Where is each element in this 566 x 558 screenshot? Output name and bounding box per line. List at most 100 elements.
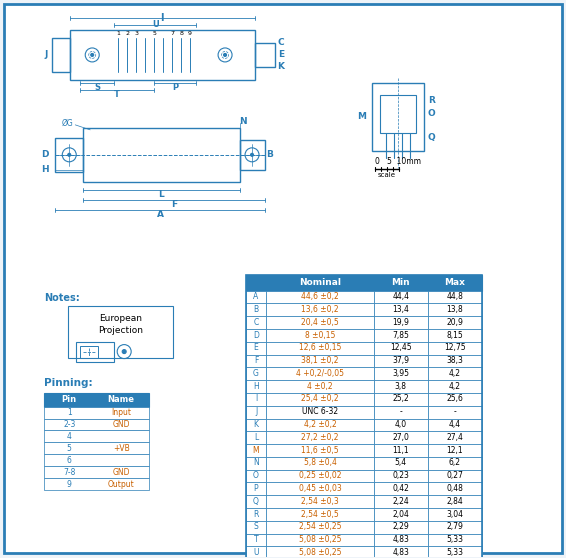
- Text: N: N: [253, 458, 259, 468]
- Text: 4: 4: [67, 432, 72, 441]
- Text: I: I: [255, 395, 257, 403]
- Text: 2: 2: [125, 31, 129, 36]
- Text: 2,54 ±0,5: 2,54 ±0,5: [301, 509, 339, 518]
- Text: 11,1: 11,1: [393, 446, 409, 455]
- Text: 3,04: 3,04: [447, 509, 464, 518]
- Text: D: D: [253, 330, 259, 339]
- Text: 2,84: 2,84: [447, 497, 463, 506]
- Bar: [428, 304, 482, 316]
- Bar: [246, 406, 266, 418]
- Text: 20,4 ±0,5: 20,4 ±0,5: [301, 318, 339, 327]
- Bar: [266, 470, 374, 483]
- Bar: [44, 478, 149, 490]
- Bar: [266, 406, 374, 418]
- Bar: [246, 304, 266, 316]
- Bar: [246, 316, 266, 329]
- Bar: [266, 508, 374, 521]
- Bar: [428, 533, 482, 546]
- Text: F: F: [254, 356, 258, 365]
- Bar: [374, 431, 428, 444]
- Bar: [246, 483, 266, 495]
- Bar: [374, 367, 428, 380]
- Text: 12,6 ±0,15: 12,6 ±0,15: [299, 343, 341, 352]
- Bar: [266, 431, 374, 444]
- Bar: [246, 533, 266, 546]
- Circle shape: [68, 153, 71, 156]
- Bar: [380, 95, 416, 133]
- Text: 0,42: 0,42: [392, 484, 409, 493]
- Bar: [246, 380, 266, 393]
- Bar: [374, 470, 428, 483]
- Bar: [428, 393, 482, 406]
- Bar: [428, 470, 482, 483]
- Bar: [266, 483, 374, 495]
- Text: 4,2: 4,2: [449, 382, 461, 391]
- Text: S: S: [254, 522, 259, 531]
- Bar: [246, 367, 266, 380]
- Text: ØG: ØG: [61, 118, 73, 127]
- Text: R: R: [428, 97, 435, 105]
- Bar: [266, 329, 374, 342]
- Text: European: European: [98, 314, 142, 323]
- Bar: [374, 508, 428, 521]
- Text: 5: 5: [152, 31, 156, 36]
- Bar: [428, 457, 482, 470]
- Text: 6,2: 6,2: [449, 458, 461, 468]
- Bar: [246, 457, 266, 470]
- Text: 0,27: 0,27: [447, 471, 463, 480]
- Text: G: G: [253, 369, 259, 378]
- Text: Q: Q: [428, 133, 436, 142]
- Text: B: B: [254, 305, 259, 314]
- Text: 37,9: 37,9: [392, 356, 409, 365]
- Text: S: S: [94, 83, 100, 93]
- Text: Input: Input: [111, 408, 131, 417]
- Text: 27,0: 27,0: [392, 433, 409, 442]
- Text: Pinning:: Pinning:: [44, 378, 93, 388]
- Text: 0,23: 0,23: [392, 471, 409, 480]
- Text: 4,2 ±0,2: 4,2 ±0,2: [303, 420, 336, 429]
- Bar: [266, 457, 374, 470]
- Text: D: D: [41, 150, 49, 160]
- Bar: [266, 393, 374, 406]
- Bar: [55, 138, 83, 172]
- Bar: [68, 306, 173, 358]
- Text: Q: Q: [253, 497, 259, 506]
- Circle shape: [122, 350, 126, 354]
- Bar: [246, 508, 266, 521]
- Bar: [428, 367, 482, 380]
- Text: U: U: [152, 21, 158, 30]
- Text: Max: Max: [444, 278, 465, 287]
- Text: 11,6 ±0,5: 11,6 ±0,5: [301, 446, 339, 455]
- Text: 2,54 ±0,25: 2,54 ±0,25: [299, 522, 341, 531]
- Bar: [374, 457, 428, 470]
- Bar: [374, 406, 428, 418]
- Bar: [266, 304, 374, 316]
- Text: L: L: [158, 190, 164, 199]
- Bar: [246, 275, 482, 558]
- Bar: [374, 495, 428, 508]
- Bar: [246, 495, 266, 508]
- Bar: [428, 431, 482, 444]
- Text: 7-8: 7-8: [63, 468, 75, 477]
- Text: P: P: [172, 83, 178, 93]
- Bar: [374, 521, 428, 533]
- Bar: [246, 393, 266, 406]
- Text: Output: Output: [108, 480, 135, 489]
- Text: 4,2: 4,2: [449, 369, 461, 378]
- Text: 2-3: 2-3: [63, 420, 75, 429]
- Text: 27,2 ±0,2: 27,2 ±0,2: [301, 433, 338, 442]
- Text: 13,6 ±0,2: 13,6 ±0,2: [301, 305, 339, 314]
- Text: 0,25 ±0,02: 0,25 ±0,02: [299, 471, 341, 480]
- Text: 13,4: 13,4: [392, 305, 409, 314]
- Text: 5,08 ±0,25: 5,08 ±0,25: [299, 548, 341, 557]
- Bar: [374, 533, 428, 546]
- Bar: [44, 442, 149, 454]
- Text: 12,45: 12,45: [390, 343, 411, 352]
- Text: 25,2: 25,2: [392, 395, 409, 403]
- Text: 5,4: 5,4: [395, 458, 407, 468]
- Text: 4,83: 4,83: [392, 535, 409, 544]
- Text: K: K: [277, 62, 285, 71]
- Text: 8: 8: [179, 31, 183, 36]
- Text: P: P: [254, 484, 258, 493]
- Bar: [374, 291, 428, 304]
